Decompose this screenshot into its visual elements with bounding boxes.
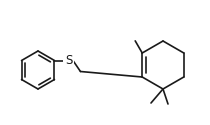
Text: S: S bbox=[65, 54, 72, 67]
